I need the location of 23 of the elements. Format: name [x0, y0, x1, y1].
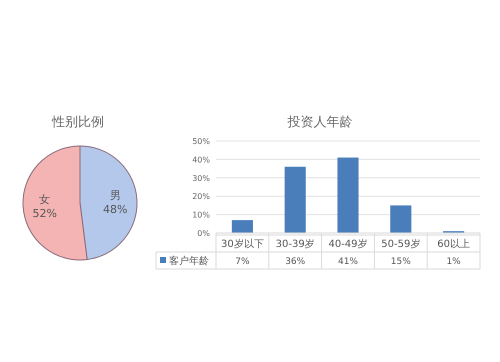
data-label: 41%: [338, 257, 358, 267]
y-tick-label: 20%: [192, 192, 210, 202]
x-tick-label: 50-59岁: [381, 238, 420, 250]
data-label: 52%: [32, 207, 57, 220]
chart-title: 投资人年龄: [286, 115, 352, 130]
x-tick-label: 40-49岁: [328, 238, 368, 250]
x-tick-label: 30岁以下: [221, 238, 264, 250]
slice-label: 女: [39, 193, 50, 206]
y-tick-label: 50%: [192, 137, 210, 146]
x-tick-label: 30-39岁: [276, 238, 315, 250]
x-tick-label: 60以上: [437, 238, 470, 250]
data-label: 48%: [103, 202, 128, 216]
data-label: 7%: [235, 257, 250, 267]
y-tick-label: 30%: [192, 174, 210, 183]
legend-label: 客户年龄: [169, 255, 209, 267]
data-label: 15%: [390, 257, 412, 267]
y-tick-label: 0%: [197, 229, 210, 238]
slice-label: 男: [110, 188, 121, 202]
y-tick-label: 40%: [192, 155, 210, 164]
chart-title: 性别比例: [51, 115, 104, 130]
data-label: 1%: [446, 257, 462, 267]
y-tick-label: 10%: [192, 210, 210, 220]
data-label: 36%: [285, 257, 306, 267]
